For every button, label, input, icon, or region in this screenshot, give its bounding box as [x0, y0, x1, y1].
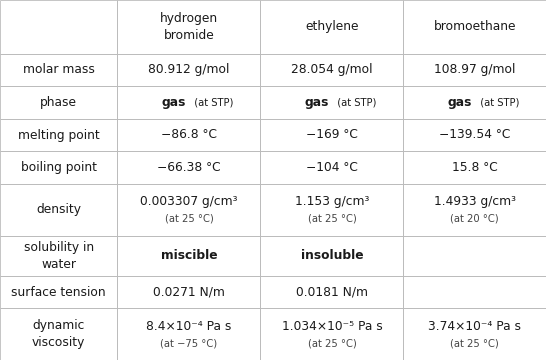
Text: 3.74×10⁻⁴ Pa s: 3.74×10⁻⁴ Pa s — [428, 320, 521, 333]
Text: 80.912 g/mol: 80.912 g/mol — [148, 63, 230, 76]
Text: −86.8 °C: −86.8 °C — [161, 129, 217, 141]
Text: (at STP): (at STP) — [473, 98, 519, 107]
Text: −66.38 °C: −66.38 °C — [157, 161, 221, 174]
Text: (at 25 °C): (at 25 °C) — [164, 214, 213, 224]
Text: boiling point: boiling point — [21, 161, 97, 174]
Text: dynamic
viscosity: dynamic viscosity — [32, 319, 85, 349]
Text: 1.034×10⁻⁵ Pa s: 1.034×10⁻⁵ Pa s — [282, 320, 382, 333]
Text: melting point: melting point — [18, 129, 99, 141]
Text: 1.4933 g/cm³: 1.4933 g/cm³ — [434, 195, 516, 208]
Text: surface tension: surface tension — [11, 285, 106, 298]
Text: (at 25 °C): (at 25 °C) — [307, 338, 357, 348]
Text: 28.054 g/mol: 28.054 g/mol — [291, 63, 373, 76]
Text: 108.97 g/mol: 108.97 g/mol — [434, 63, 515, 76]
Text: (at 25 °C): (at 25 °C) — [450, 338, 499, 348]
Text: 0.0271 N/m: 0.0271 N/m — [153, 285, 225, 298]
Text: density: density — [36, 203, 81, 216]
Text: miscible: miscible — [161, 249, 217, 262]
Text: 0.003307 g/cm³: 0.003307 g/cm³ — [140, 195, 238, 208]
Text: (at −75 °C): (at −75 °C) — [161, 338, 217, 348]
Text: 8.4×10⁻⁴ Pa s: 8.4×10⁻⁴ Pa s — [146, 320, 232, 333]
Text: 1.153 g/cm³: 1.153 g/cm³ — [295, 195, 369, 208]
Text: molar mass: molar mass — [23, 63, 94, 76]
Text: gas: gas — [305, 96, 329, 109]
Text: insoluble: insoluble — [301, 249, 363, 262]
Text: (at 20 °C): (at 20 °C) — [450, 214, 499, 224]
Text: (at 25 °C): (at 25 °C) — [307, 214, 357, 224]
Text: bromoethane: bromoethane — [434, 20, 516, 33]
Text: −169 °C: −169 °C — [306, 129, 358, 141]
Text: −139.54 °C: −139.54 °C — [439, 129, 511, 141]
Text: 0.0181 N/m: 0.0181 N/m — [296, 285, 368, 298]
Text: (at STP): (at STP) — [331, 98, 376, 107]
Text: ethylene: ethylene — [305, 20, 359, 33]
Text: −104 °C: −104 °C — [306, 161, 358, 174]
Text: phase: phase — [40, 96, 77, 109]
Text: gas: gas — [448, 96, 472, 109]
Text: 15.8 °C: 15.8 °C — [452, 161, 497, 174]
Text: gas: gas — [162, 96, 186, 109]
Text: (at STP): (at STP) — [188, 98, 233, 107]
Text: solubility in
water: solubility in water — [23, 240, 94, 271]
Text: hydrogen
bromide: hydrogen bromide — [160, 12, 218, 42]
